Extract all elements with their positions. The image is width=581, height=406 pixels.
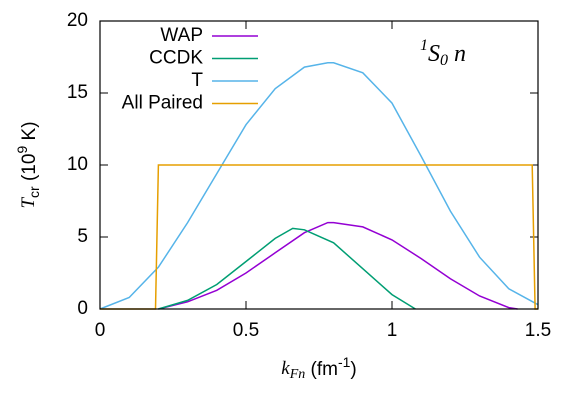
x-label-close: ) — [350, 359, 356, 380]
x-axis-label: kFn (fm-1) — [281, 354, 357, 383]
x-label-text: (fm — [305, 359, 338, 380]
y-label-text: (10 — [19, 154, 40, 187]
x-label-sup: -1 — [338, 354, 351, 370]
y-tick-label: 0 — [77, 298, 88, 319]
y-tick-label: 15 — [67, 82, 88, 103]
x-tick-label: 0.5 — [233, 320, 259, 341]
y-label-sub: cr — [26, 186, 42, 198]
legend-label: T — [191, 70, 203, 91]
series-line — [158, 227, 416, 310]
series-line — [99, 62, 539, 310]
x-label-symbol: k — [281, 358, 290, 379]
legend-label: WAP — [160, 25, 203, 46]
annotation: 1S0 n — [420, 37, 466, 69]
x-label-sub: Fn — [289, 367, 306, 382]
annotation-tail: n — [448, 41, 466, 67]
plot-border — [99, 20, 539, 310]
y-label-sup: 9 — [14, 146, 30, 154]
annotation-sup: 1 — [420, 37, 428, 54]
legend-label: CCDK — [149, 48, 203, 69]
x-tick-label: 1.5 — [525, 320, 551, 341]
legend-label: All Paired — [122, 93, 203, 114]
y-label-symbol: T — [18, 197, 39, 209]
y-label-unit: K) — [19, 121, 40, 145]
y-tick-label: 5 — [77, 226, 88, 247]
x-tick-label: 0 — [95, 320, 106, 341]
y-tick-label: 20 — [67, 10, 88, 31]
series-line — [158, 221, 518, 310]
x-tick-label: 1 — [387, 320, 398, 341]
y-axis-label: Tcr (109 K) — [14, 121, 42, 208]
annotation-sub: 0 — [440, 52, 448, 69]
annotation-main: S — [428, 41, 440, 67]
y-tick-label: 10 — [67, 154, 88, 175]
